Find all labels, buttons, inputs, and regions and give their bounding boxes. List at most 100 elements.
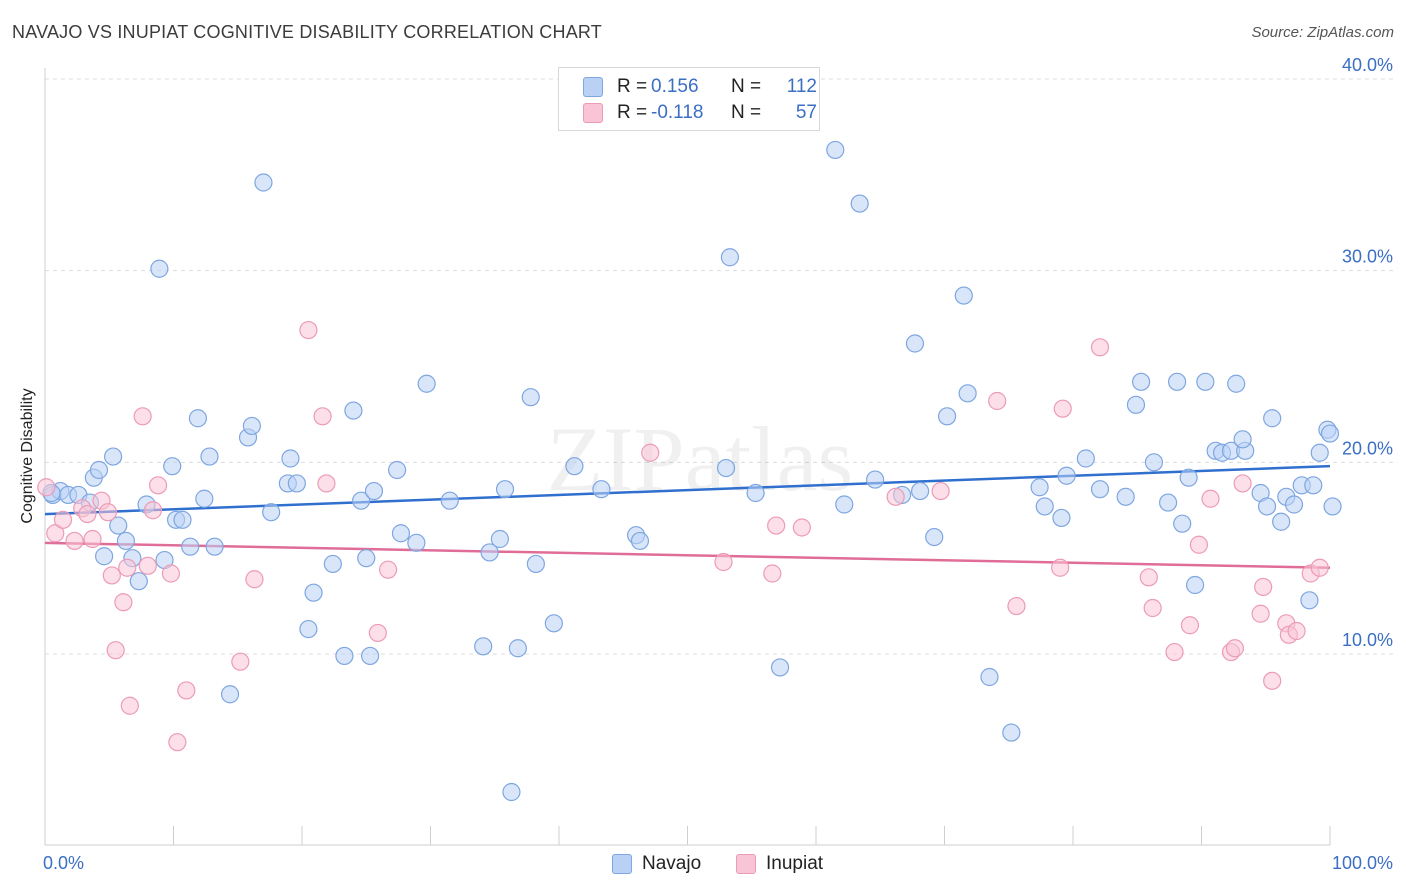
navajo-point (1323, 497, 1342, 516)
navajo-point (304, 583, 323, 602)
navajo-point (1052, 508, 1071, 528)
inupiat-point (886, 487, 905, 506)
navajo-point (287, 474, 306, 493)
inupiat-point (368, 623, 387, 643)
navajo-point (129, 572, 148, 591)
chart-title: NAVAJO VS INUPIAT COGNITIVE DISABILITY C… (12, 22, 602, 42)
navajo-trend-line (44, 464, 1331, 516)
navajo-point (163, 457, 182, 476)
navajo-point (592, 480, 611, 499)
inupiat-point (313, 407, 332, 426)
inupiat-point (161, 564, 181, 583)
navajo-point (716, 458, 736, 478)
inupiat-point (1051, 558, 1070, 577)
inupiat-legend-swatch (736, 854, 756, 874)
navajo-legend-swatch (612, 854, 632, 874)
navajo-point (565, 457, 584, 476)
navajo-point (502, 782, 521, 802)
source-credit: Source: ZipAtlas.com (1251, 24, 1394, 41)
navajo-point (104, 447, 123, 466)
n-label: N = (731, 102, 762, 123)
navajo-point (1158, 493, 1178, 512)
inupiat-point (1287, 621, 1306, 641)
navajo-point (1057, 466, 1076, 485)
inupiat-point (767, 516, 786, 535)
inupiat-point (1007, 596, 1026, 616)
inupiat-point (143, 501, 163, 520)
inupiat-point (37, 478, 56, 497)
y-axis-label: Cognitive Disability (19, 388, 36, 524)
navajo-point (188, 409, 208, 428)
inupiat-point (1165, 642, 1184, 662)
navajo-point (150, 259, 169, 278)
data-points (37, 140, 1342, 802)
navajo-point (495, 480, 515, 499)
navajo-point (1185, 575, 1205, 595)
inupiat-point (378, 560, 398, 579)
inupiat-point (1180, 616, 1200, 635)
inupiat-point (1225, 639, 1245, 658)
inupiat-point (641, 443, 660, 462)
inupiat-point (148, 476, 168, 495)
inupiat-legend-label: Inupiat (766, 853, 824, 874)
inupiat-point (245, 570, 264, 589)
trend-lines (44, 464, 1331, 569)
navajo-point (925, 527, 944, 547)
inupiat-point (317, 474, 336, 493)
navajo-point (1196, 372, 1215, 391)
navajo-point (474, 637, 493, 656)
navajo-point (1233, 430, 1252, 449)
navajo-point (195, 489, 214, 508)
navajo-point (1227, 374, 1246, 393)
navajo-point (521, 388, 540, 407)
inupiat-point (177, 681, 196, 700)
navajo-point (1257, 497, 1277, 516)
navajo-n-value: 112 (786, 76, 817, 97)
navajo-point (746, 483, 765, 503)
navajo-point (1002, 723, 1021, 742)
navajo-point (835, 495, 854, 514)
y-tick-label: 30.0% (1342, 247, 1393, 267)
inupiat-point (1143, 598, 1162, 618)
navajo-point (850, 194, 869, 213)
navajo-point (440, 491, 459, 510)
inupiat-point (106, 641, 125, 660)
navajo-point (1310, 443, 1329, 462)
r-label: R = (617, 76, 648, 97)
navajo-point (866, 470, 885, 489)
inupiat-point (118, 558, 137, 577)
navajo-point (1126, 395, 1146, 414)
inupiat-point (114, 593, 133, 612)
navajo-point (407, 533, 426, 552)
inupiat-point (1310, 558, 1329, 577)
navajo-point (200, 447, 219, 466)
navajo-point (1030, 478, 1049, 497)
navajo-point (262, 503, 281, 522)
navajo-point (1320, 424, 1340, 443)
inupiat-point (988, 391, 1007, 411)
navajo-legend-label: Navajo (642, 853, 702, 874)
navajo-point (905, 334, 925, 353)
navajo-point (254, 173, 273, 192)
navajo-point (630, 531, 650, 551)
navajo-point (1116, 487, 1135, 506)
inupiat-point (1233, 474, 1252, 493)
inupiat-point (78, 504, 97, 524)
inupiat-point (1201, 489, 1220, 508)
stats-legend: R = 0.156 N = 112 R = -0.118 N = 57 (558, 67, 820, 131)
inupiat-point (792, 518, 811, 537)
navajo-point (173, 510, 192, 529)
navajo-point (1272, 512, 1291, 531)
navajo-point (1263, 409, 1282, 428)
y-tick-label: 40.0% (1342, 55, 1393, 75)
inupiat-point (98, 503, 118, 522)
inupiat-point (299, 320, 318, 340)
n-label: N = (731, 76, 762, 97)
navajo-point (1300, 591, 1319, 610)
inupiat-point (65, 531, 84, 551)
navajo-point (361, 646, 380, 666)
navajo-point (95, 547, 114, 566)
navajo-r-value: 0.156 (651, 76, 699, 97)
inupiat-point (1254, 577, 1273, 597)
